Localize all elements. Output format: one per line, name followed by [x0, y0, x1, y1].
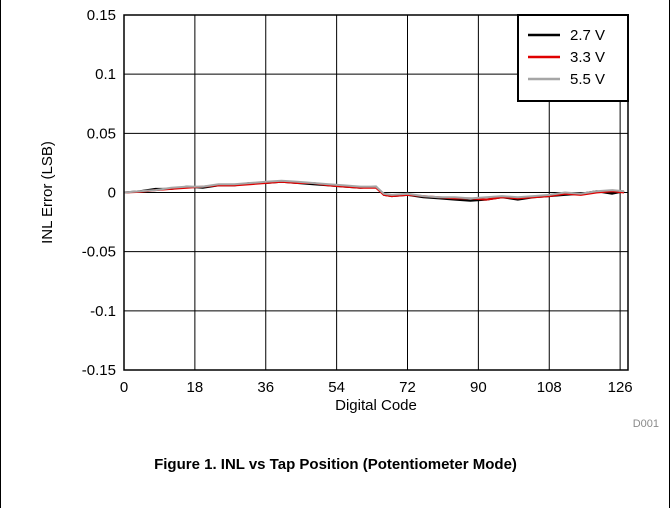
x-tick-label: 36 [257, 379, 274, 396]
legend-label: 5.5 V [570, 71, 605, 88]
x-tick-label: 18 [187, 379, 204, 396]
x-tick-label: 90 [470, 379, 487, 396]
x-tick-label: 126 [608, 379, 633, 396]
y-axis-label: INL Error (LSB) [39, 141, 56, 244]
legend-label: 3.3 V [570, 49, 605, 66]
x-axis-label: Digital Code [335, 397, 417, 414]
frame-right-border [669, 0, 670, 508]
figure-id-label: D001 [632, 418, 659, 430]
y-tick-label: 0 [108, 185, 116, 202]
legend: 2.7 V 3.3 V 5.5 V [517, 14, 629, 102]
x-tick-label: 72 [399, 379, 416, 396]
y-tick-label: 0.15 [87, 7, 116, 24]
x-tick-labels: 0 18 36 54 72 90 108 126 [120, 379, 633, 396]
series-lines [123, 179, 625, 202]
y-tick-label: -0.05 [82, 244, 116, 261]
legend-label: 2.7 V [570, 27, 605, 44]
plot-area [123, 14, 629, 371]
y-tick-label: -0.1 [90, 303, 116, 320]
y-tick-labels: 0.15 0.1 0.05 0 -0.05 -0.1 -0.15 [82, 7, 116, 379]
inl-chart: 0 18 36 54 72 90 108 126 0.15 0.1 0.05 0 -0.05 -0.1 -… [39, 7, 633, 414]
series-line [123, 179, 625, 200]
x-tick-label: 54 [328, 379, 345, 396]
y-tick-label: -0.15 [82, 362, 116, 379]
x-tick-label: 0 [120, 379, 128, 396]
figure-caption: Figure 1. INL vs Tap Position (Potentiom… [154, 456, 517, 473]
y-tick-label: 0.05 [87, 125, 116, 142]
y-tick-label: 0.1 [95, 66, 116, 83]
frame-left-border [0, 0, 1, 508]
x-tick-label: 108 [537, 379, 562, 396]
